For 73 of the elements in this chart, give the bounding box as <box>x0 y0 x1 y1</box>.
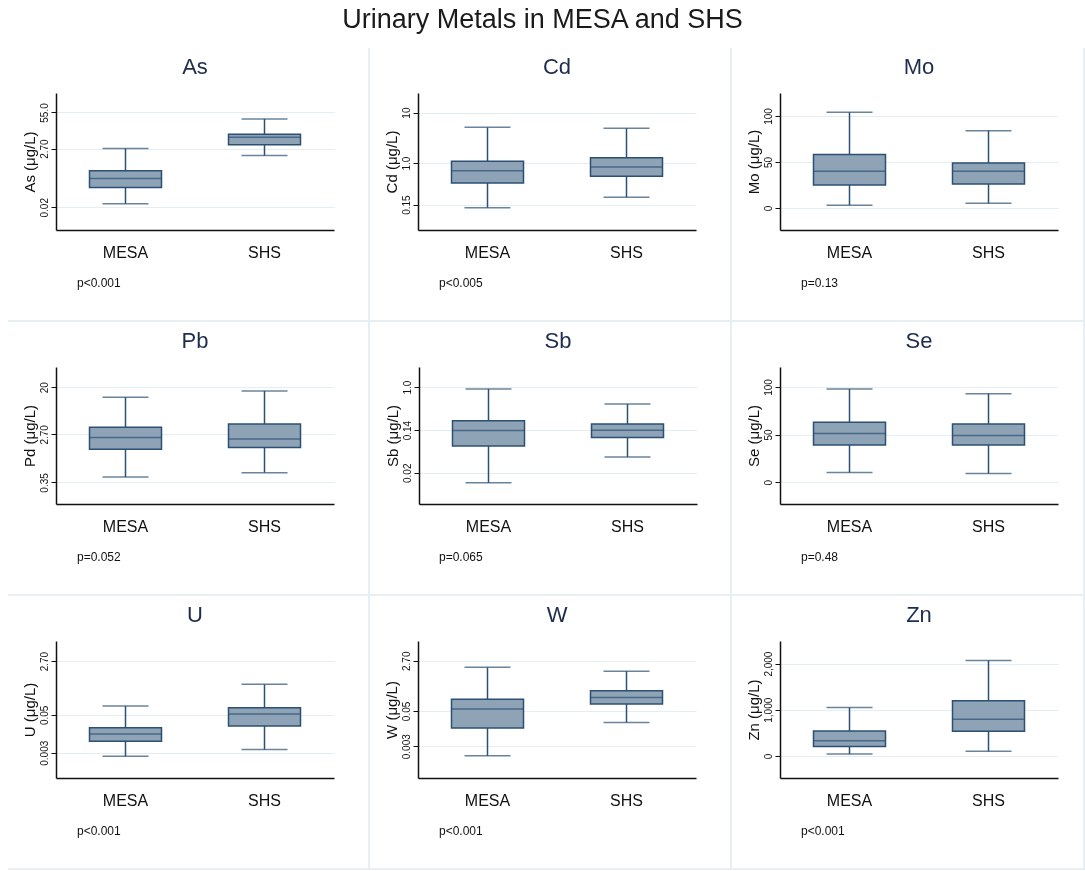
text: p<0.001 <box>77 276 121 290</box>
x-tick-label: SHS <box>610 791 643 809</box>
text: p=0.48 <box>801 550 839 564</box>
x-tick-label: MESA <box>465 517 512 535</box>
y-tick-label: 1,000 <box>762 697 774 723</box>
y-tick-label: 0.05 <box>400 701 412 722</box>
y-axis-title: Mo (μg/L) <box>744 129 762 195</box>
x-tick-label: SHS <box>611 517 644 535</box>
y-axis-title: Se (μg/L) <box>744 405 762 467</box>
x-tick-label: MESA <box>826 243 873 261</box>
y-tick-label: 100 <box>762 378 774 396</box>
x-tick-label: SHS <box>972 517 1005 535</box>
y-axis-title: As (μg/L) <box>20 131 38 193</box>
y-tick-label: 0 <box>762 753 774 760</box>
y-tick-label: 0.003 <box>400 733 412 760</box>
text: p<0.005 <box>439 276 483 290</box>
chart-title: Cd <box>542 54 572 79</box>
x-tick-label: MESA <box>102 517 149 535</box>
y-axis-title: U (μg/L) <box>20 682 38 738</box>
y-tick-label: 0.02 <box>401 463 413 483</box>
text: p=0.065 <box>439 550 483 564</box>
y-axis-title: Sb (μg/L) <box>383 405 401 467</box>
y-axis-title: Pd (μg/L) <box>20 405 38 467</box>
y-tick-label: 0.003 <box>38 740 50 766</box>
y-tick-label: 2,000 <box>762 651 774 677</box>
x-tick-label: MESA <box>464 791 511 809</box>
text: p<0.001 <box>439 824 483 838</box>
x-tick-label: SHS <box>972 791 1005 809</box>
x-tick-label: MESA <box>464 243 511 261</box>
y-tick-label: 0 <box>762 205 774 212</box>
y-tick-label: 10 <box>400 107 412 119</box>
text: p=0.052 <box>77 550 121 564</box>
y-tick-label: 1.0 <box>401 380 413 395</box>
y-tick-label: 2.70 <box>38 138 50 159</box>
chart-title: Pb <box>181 328 209 353</box>
y-tick-label: 20 <box>38 381 50 394</box>
text: p=0.13 <box>801 276 839 290</box>
x-tick-label: MESA <box>102 243 149 261</box>
chart-title: Mo <box>903 54 935 79</box>
x-tick-label: SHS <box>248 791 281 809</box>
text: p<0.001 <box>77 824 121 838</box>
y-axis-title: W (μg/L) <box>382 681 400 739</box>
chart-title: As <box>182 54 208 79</box>
y-tick-label: 2.70 <box>38 424 50 445</box>
x-tick-label: SHS <box>972 243 1005 261</box>
chart-title: Se <box>905 328 933 353</box>
x-tick-label: MESA <box>102 791 149 809</box>
y-tick-label: 0.35 <box>38 472 50 493</box>
text: p<0.001 <box>801 824 845 838</box>
text: Urinary Metals in MESA and SHS <box>341 4 744 35</box>
y-tick-label: 50 <box>762 429 774 441</box>
y-tick-label: 0.15 <box>400 194 412 215</box>
y-tick-label: 0 <box>762 479 774 486</box>
y-tick-label: 0.14 <box>401 420 413 441</box>
y-tick-label: 0.05 <box>38 705 50 726</box>
chart-title: Zn <box>906 602 932 627</box>
y-tick-label: 2.70 <box>400 651 412 671</box>
x-tick-label: SHS <box>610 243 643 261</box>
y-axis-title: Zn (μg/L) <box>744 679 762 741</box>
y-tick-label: 100 <box>762 107 774 125</box>
x-tick-label: MESA <box>826 517 873 535</box>
y-tick-label: 55.0 <box>38 102 50 123</box>
x-tick-label: SHS <box>248 243 281 261</box>
x-tick-label: MESA <box>826 791 873 809</box>
x-tick-label: SHS <box>248 517 281 535</box>
chart-title: Sb <box>544 328 572 353</box>
chart-title: W <box>546 602 568 627</box>
y-tick-label: 1.0 <box>400 156 412 171</box>
y-tick-label: 2.70 <box>38 651 50 672</box>
y-tick-label: 0.02 <box>38 197 50 218</box>
chart-title: U <box>187 602 203 627</box>
y-tick-label: 50 <box>762 156 774 169</box>
y-axis-title: Cd (μg/L) <box>382 130 400 194</box>
